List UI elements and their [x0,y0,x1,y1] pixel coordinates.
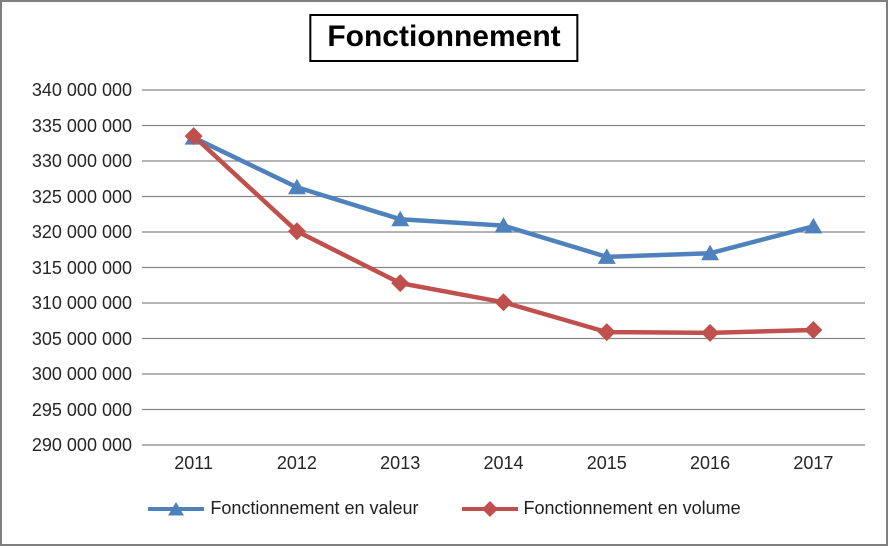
legend-item-valeur: Fonctionnement en valeur [147,498,419,519]
volume-marker [597,323,616,342]
x-axis-label: 2012 [276,453,317,473]
y-axis-tick-label: 340 000 000 [31,80,132,100]
y-axis-tick-label: 320 000 000 [31,222,132,242]
legend-label-volume: Fonctionnement en volume [523,498,741,518]
chart-title: Fonctionnement [309,14,579,62]
legend: Fonctionnement en valeur Fonctionnement … [2,498,886,519]
volume-marker [494,293,513,312]
x-axis-label: 2014 [483,453,524,473]
volume-marker [804,320,823,339]
y-axis-tick-label: 315 000 000 [31,257,132,278]
x-axis-label: 2016 [690,453,731,473]
x-axis-label: 2015 [586,453,627,473]
valeur-marker [804,217,823,234]
series-line-valeur [191,135,816,260]
y-axis-tick-label: 290 000 000 [31,435,132,455]
y-axis-tick-label: 295 000 000 [31,399,132,420]
x-axis-label: 2011 [174,453,213,473]
y-axis-tick-label: 330 000 000 [31,151,132,171]
legend-label-valeur: Fonctionnement en valeur [210,498,419,518]
y-axis-tick-label: 300 000 000 [31,364,132,384]
volume-marker [701,323,720,342]
legend-marker-sample [481,500,498,517]
valeur-marker [391,210,410,227]
y-axis-tick-label: 305 000 000 [31,328,132,349]
valeur-marker [287,178,306,195]
volume-marker [391,274,410,293]
valeur-marker [494,217,513,233]
valeur-line-triangle-marker-icon [148,501,205,515]
volume-marker [184,127,203,146]
valeur-marker [597,248,616,264]
volume-marker [287,222,306,241]
x-axis-label: 2013 [380,453,421,473]
volume-line-diamond-marker-icon [461,500,518,517]
y-axis-tick-label: 310 000 000 [31,293,132,313]
legend-marker-sample [168,501,185,515]
y-axis-tick-label: 325 000 000 [31,186,132,207]
valeur-marker [701,244,720,261]
legend-item-volume: Fonctionnement en volume [461,498,741,519]
y-axis-tick-label: 335 000 000 [31,115,132,136]
x-axis-label: 2017 [793,453,834,473]
